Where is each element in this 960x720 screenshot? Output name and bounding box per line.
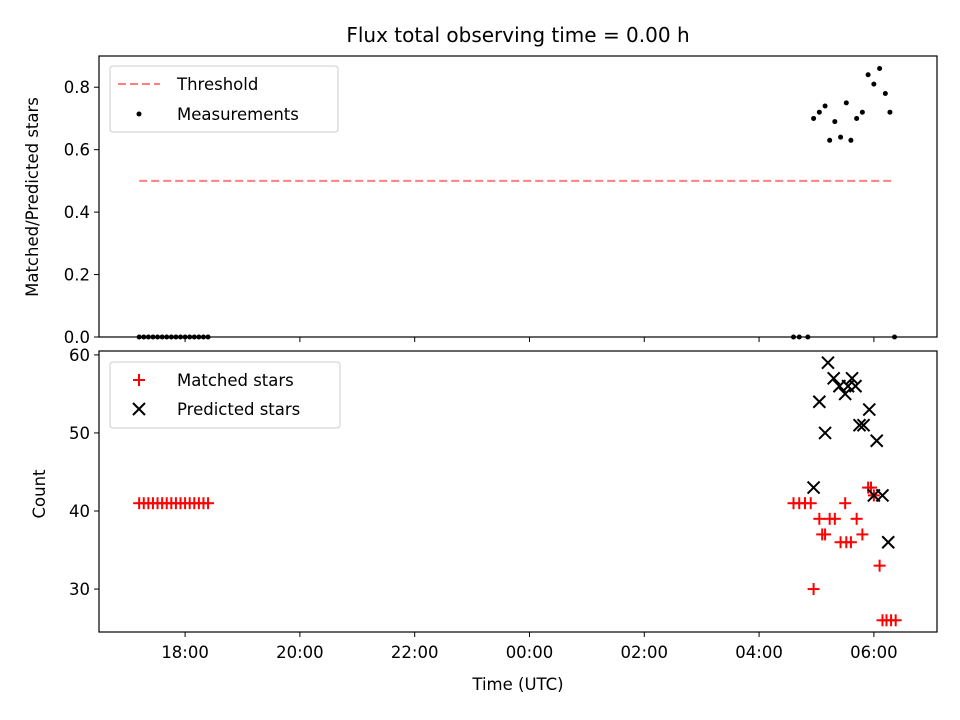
- top-y-tick-label: 0.0: [64, 328, 90, 347]
- matched-stars-point: [804, 497, 817, 510]
- bottom-y-axis: 30 40 50 60: [69, 346, 99, 599]
- bottom-y-tick-label: 50: [69, 424, 90, 443]
- predicted-stars-point: [852, 418, 867, 432]
- legend-threshold-label: Threshold: [176, 75, 258, 94]
- bottom-legend-box: [109, 361, 341, 429]
- measurements-point: [838, 134, 844, 140]
- bottom-plot-area: [133, 356, 902, 627]
- top-legend: Threshold Measurements: [109, 65, 339, 133]
- top-legend-box: [109, 65, 339, 133]
- legend-measurements-label: Measurements: [177, 105, 299, 124]
- matched-stars-point: [873, 559, 886, 572]
- top-y-tick-label: 0.4: [64, 203, 90, 222]
- predicted-stars-point: [838, 387, 852, 401]
- bottom-y-tick-label: 40: [69, 502, 90, 521]
- legend-matched-swatch: [133, 374, 145, 386]
- measurements-point: [865, 72, 871, 78]
- measurements-point: [859, 109, 865, 115]
- x-axis-label: Time (UTC): [471, 675, 563, 694]
- bottom-x-tick-label: 04:00: [735, 643, 783, 662]
- bottom-panel: 30 40 50 60 18:00 20:00 22:00 00:00 02:00 04:00 0…: [30, 346, 938, 694]
- predicted-stars-point: [848, 379, 863, 393]
- measurements-point: [816, 109, 822, 115]
- bottom-y-tick-label: 60: [69, 346, 90, 365]
- top-y-tick-label: 0.6: [64, 141, 90, 160]
- bottom-axes-frame: [98, 350, 938, 633]
- matched-stars-point: [807, 583, 820, 596]
- matched-stars-point: [856, 528, 869, 541]
- legend-predicted-swatch: [132, 402, 146, 416]
- matched-stars-point: [828, 512, 841, 525]
- bottom-x-tick-label: 18:00: [161, 643, 209, 662]
- predicted-stars-point: [812, 395, 827, 409]
- top-x-axis: [184, 337, 875, 342]
- top-y-tick-label: 0.8: [64, 78, 90, 97]
- measurements-point: [877, 65, 883, 71]
- predicted-stars-point: [818, 426, 832, 440]
- predicted-stars-point: [862, 402, 876, 417]
- predicted-stars-point: [870, 434, 884, 448]
- measurements-point: [871, 81, 877, 87]
- matched-stars-point: [202, 497, 215, 510]
- bottom-y-tick-label: 30: [69, 580, 90, 599]
- top-y-tick-label: 0.2: [64, 266, 90, 285]
- measurements-point: [822, 103, 828, 109]
- measurements-point: [827, 137, 833, 143]
- bottom-x-tick-label: 22:00: [391, 643, 439, 662]
- bottom-x-tick-label: 06:00: [850, 643, 898, 662]
- matched-stars-point: [844, 536, 857, 549]
- measurements-point: [882, 90, 888, 96]
- measurements-point: [854, 115, 860, 121]
- predicted-stars-point: [806, 480, 821, 495]
- legend-matched-label: Matched stars: [177, 371, 294, 390]
- chart-title: Flux total observing time = 0.00 h: [346, 23, 689, 47]
- matched-stars-point: [889, 614, 902, 627]
- predicted-stars-point: [845, 371, 859, 386]
- measurements-point: [832, 119, 838, 125]
- bottom-x-tick-label: 00:00: [506, 643, 554, 662]
- top-panel: 0.00.20.40.60.8 Matched/Predicted stars …: [23, 55, 938, 347]
- predicted-stars-point: [881, 535, 895, 549]
- bottom-x-axis: 18:00 20:00 22:00 00:00 02:00 04:00 06:00: [161, 632, 898, 662]
- legend-measurements-swatch: [136, 111, 142, 117]
- predicted-stars-point: [856, 418, 871, 432]
- bottom-x-tick-label: 02:00: [620, 643, 668, 662]
- measurements-point: [811, 115, 817, 121]
- legend-predicted-label: Predicted stars: [177, 400, 300, 419]
- top-axes-frame: [98, 55, 938, 338]
- predicted-stars-point: [826, 371, 841, 386]
- top-y-axis: 0.0 0.2 0.4 0.6 0.8: [64, 78, 99, 347]
- matched-stars-point: [813, 512, 826, 525]
- bottom-x-tick-label: 20:00: [276, 643, 324, 662]
- measurements-point: [843, 100, 849, 106]
- bottom-legend: Matched stars Predicted stars: [109, 361, 341, 429]
- matched-stars-point: [839, 497, 852, 510]
- bottom-y-axis-label: Count: [30, 469, 49, 519]
- top-y-axis-label: Matched/Predicted stars: [23, 97, 42, 297]
- matched-stars-point: [819, 528, 832, 541]
- predicted-stars-point: [875, 488, 890, 503]
- measurements-point: [887, 109, 893, 115]
- matched-stars-point: [850, 512, 863, 525]
- measurements-point: [848, 137, 854, 143]
- predicted-stars-point: [821, 356, 835, 370]
